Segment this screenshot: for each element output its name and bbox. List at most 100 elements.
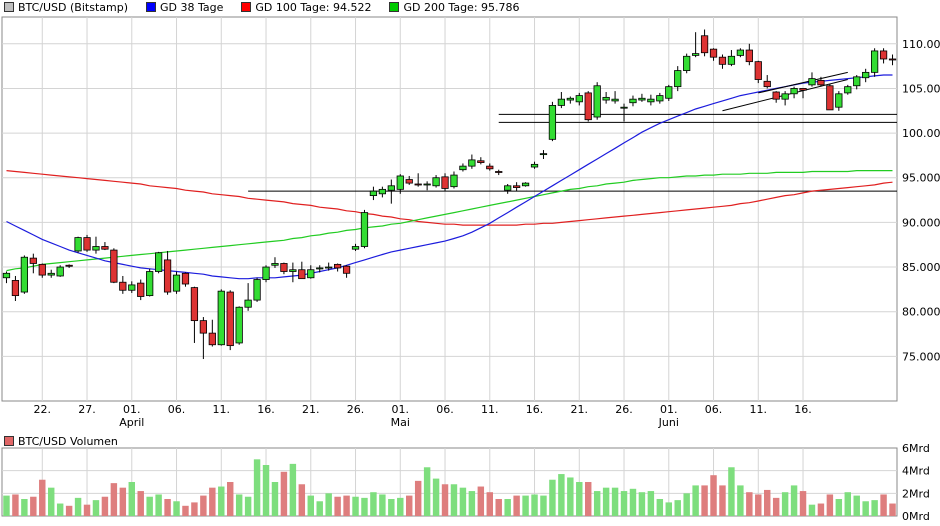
legend-item-price: BTC/USD (Bitstamp) [0,1,128,14]
volume-bar [56,503,64,516]
candle-body [378,188,386,195]
x-month-label: Mai [391,416,410,429]
candle-body [244,299,252,308]
ma38-line [6,74,893,280]
candle-body [217,290,225,346]
candle-body [235,306,243,344]
volume-bar [370,492,377,516]
volume-bar [218,486,225,516]
volume-y-tick-label: 4Mrd [902,465,930,478]
candle-body [441,176,449,189]
volume-bar [262,465,270,516]
volume-bar [737,485,744,516]
volume-bar [755,494,762,516]
candle-body [709,48,718,58]
candle-body [727,55,736,65]
volume-legend-swatch [4,436,14,446]
candle-body [504,185,512,191]
volume-bar [764,489,771,516]
volume-bar [316,501,323,516]
x-tick-label: 11. [213,403,231,416]
volume-bar [101,496,109,516]
price-y-tick-label: 105.000 [902,82,940,95]
candle-body [718,56,727,65]
volume-bar [146,496,153,516]
candle-body [119,281,127,291]
volume-bar [209,487,216,516]
volume-bar [576,482,583,516]
x-month-label: Juni [658,416,679,429]
volume-bar [406,495,413,516]
candle-body [351,246,360,250]
price-y-tick-label: 80.000 [902,306,940,319]
volume-bar [432,478,440,516]
volume-bar [665,502,672,516]
volume-bar [423,467,431,516]
volume-bar [620,491,628,516]
candle-body [647,98,655,103]
candle-body [450,174,458,188]
volume-bar [12,494,19,516]
volume-bar [39,479,46,516]
legend-label-ma100: GD 100 Tage: 94.522 [255,0,372,14]
trend-line [758,71,848,94]
candle-body [584,92,592,121]
volume-bar [441,484,449,516]
candle-body [342,265,351,274]
candle-body [396,175,404,190]
candle-body [11,280,20,297]
candle-body [137,282,145,297]
volume-bar [656,499,664,516]
candle-body [763,80,771,88]
candle-body [862,71,870,79]
price-y-tick-label: 75.000 [902,350,940,363]
volume-bar [334,496,341,516]
x-tick-label: 06. [705,403,723,416]
x-tick-label: 26. [615,403,633,416]
legend-swatch-ma38 [146,2,156,12]
volume-bar [200,495,207,516]
volume-bar [173,501,180,516]
volume-bar [746,492,753,516]
volume-bar [164,499,171,516]
candle-body [432,177,440,187]
volume-bar [414,480,422,516]
candle-body [56,266,64,277]
candle-body [844,86,852,94]
volume-bar [110,483,118,516]
x-tick-label: 21. [302,403,320,416]
candle-body [172,274,181,292]
volume-bar [352,496,359,516]
volume-bar [119,487,127,516]
candle-body [539,153,548,156]
volume-bar [871,500,878,516]
volume-y-tick-label: 2Mrd [902,487,930,500]
volume-bar [790,485,798,516]
candle-body [316,267,324,270]
candle-body [817,80,825,86]
candle-body [155,252,163,272]
candle-body [253,279,261,301]
volume-bar [593,491,601,516]
candle-body [736,49,744,56]
candle-body [790,88,798,95]
volume-bar [397,497,404,516]
volume-bar [3,495,10,516]
candle-body [101,246,109,250]
volume-bar [459,487,467,516]
volume-bar [280,471,288,516]
candle-body [799,88,807,91]
candle-body [405,179,413,184]
candle-body [423,183,431,186]
x-tick-label: 16. [526,403,544,416]
volume-bar [549,479,556,516]
volume-bar [128,482,135,516]
legend-swatch-ma200 [389,2,400,12]
candle-body [611,98,619,102]
candle-body [181,272,190,285]
volume-bar [880,494,887,516]
candle-body [557,98,565,106]
volume-bar [531,494,538,516]
volume-bar [862,501,869,516]
candle-body [387,185,395,191]
